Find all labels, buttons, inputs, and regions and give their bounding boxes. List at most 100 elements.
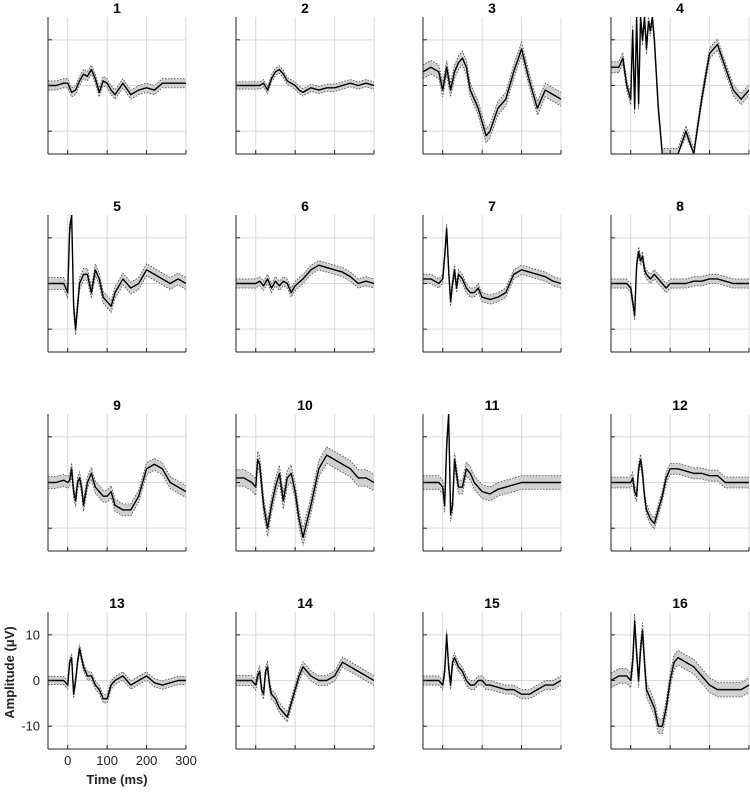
panel-plot-area: [611, 17, 749, 154]
panel-plot-area: [236, 260, 374, 299]
panel-plot-area: [236, 446, 374, 546]
panel-plot-area: [423, 40, 561, 144]
panel-title: 14: [297, 595, 313, 611]
sem-lower-edge: [611, 465, 749, 531]
panel-title: 5: [113, 198, 121, 214]
panel-plot-area: [423, 630, 561, 700]
sem-band: [236, 657, 374, 723]
panel-11: 11: [422, 397, 562, 552]
sem-upper-edge: [236, 260, 374, 290]
sem-upper-edge: [236, 656, 374, 713]
y-tick-label: 0: [33, 673, 40, 688]
mean-line: [48, 215, 186, 330]
sem-band: [48, 64, 186, 100]
panel-1: 1: [47, 0, 187, 155]
panel-title: 15: [484, 595, 500, 611]
panel-plot-area: [48, 644, 186, 704]
sem-upper-edge: [611, 454, 749, 520]
sem-lower-edge: [236, 462, 374, 546]
panel-title: 8: [676, 198, 684, 214]
sem-band: [236, 446, 374, 546]
sem-band: [236, 260, 374, 298]
panel-plot-area: [611, 246, 749, 321]
panel-title: 1: [113, 0, 121, 16]
panel-plot-area: [611, 454, 749, 531]
sem-lower-edge: [236, 72, 374, 97]
panel-16: 16: [610, 595, 750, 750]
mean-line: [611, 17, 749, 154]
panel-10: 10: [235, 397, 375, 552]
x-tick-label: 200: [136, 753, 158, 768]
panel-plot-area: [48, 215, 186, 336]
x-tick-label: 0: [64, 753, 71, 768]
panel-12: 12: [610, 397, 750, 552]
mean-line: [236, 264, 374, 294]
sem-band: [236, 65, 374, 97]
x-tick-label: 300: [175, 753, 197, 768]
panel-5: 5: [47, 198, 187, 353]
panel-title: 13: [109, 595, 125, 611]
sem-upper-edge: [48, 457, 186, 505]
sem-lower-edge: [423, 420, 561, 522]
sem-lower-edge: [48, 652, 186, 704]
panel-3: 3: [422, 0, 562, 155]
panel-13: 13 0 100 200 300 -10 0 10: [21, 595, 197, 768]
panel-plot-area: [611, 613, 749, 734]
panel-title: 11: [485, 397, 500, 413]
y-axis-label: Amplitude (μV): [2, 626, 17, 718]
sem-band: [48, 215, 186, 336]
panel-plot-area: [48, 457, 186, 517]
x-axis-label: Time (ms): [86, 772, 147, 787]
mean-line: [48, 463, 186, 511]
mean-line: [611, 458, 749, 525]
sem-upper-edge: [48, 644, 186, 696]
mean-line: [423, 634, 561, 695]
panel-plot-area: [236, 656, 374, 723]
panel-2: 2: [235, 0, 375, 155]
sem-lower-edge: [236, 269, 374, 299]
mean-line: [611, 620, 749, 727]
panel-title: 16: [672, 595, 688, 611]
mean-line: [236, 454, 374, 538]
panel-plot-area: [236, 65, 374, 97]
mean-line: [48, 647, 186, 700]
y-tick-label: 10: [26, 627, 40, 642]
mean-line: [423, 414, 561, 516]
sem-lower-edge: [48, 220, 186, 336]
panel-title: 4: [676, 0, 684, 16]
sem-lower-edge: [48, 469, 186, 517]
panel-plot-area: [48, 63, 186, 100]
panel-15: 15: [422, 595, 562, 750]
panel-title: 3: [488, 0, 496, 16]
mean-line: [611, 250, 749, 317]
panel-7: 7: [422, 198, 562, 353]
panel-title: 6: [301, 198, 309, 214]
panel-4: 4: [610, 0, 750, 155]
panel-title: 9: [113, 397, 121, 413]
panel-9: 9: [47, 397, 187, 552]
panel-title: 2: [301, 0, 309, 16]
panel-plot-area: [423, 414, 561, 522]
mean-line: [423, 227, 561, 303]
y-tick-label: -10: [21, 719, 40, 734]
sem-lower-edge: [236, 666, 374, 723]
sem-upper-edge: [236, 65, 374, 90]
sem-lower-edge: [423, 54, 561, 144]
panel-title: 12: [672, 397, 688, 413]
mean-line: [48, 68, 186, 96]
mean-line: [423, 48, 561, 137]
sem-lower-edge: [611, 256, 749, 321]
sem-band: [611, 17, 749, 154]
x-tick-label: 100: [96, 753, 118, 768]
panel-6: 6: [235, 198, 375, 353]
panel-plot-area: [423, 224, 561, 307]
panel-title: 7: [488, 198, 496, 214]
panel-title: 10: [297, 397, 313, 413]
panel-14: 14: [235, 595, 375, 750]
sem-upper-edge: [236, 446, 374, 530]
sem-band: [611, 454, 749, 530]
mean-line: [236, 68, 374, 94]
panel-8: 8: [610, 198, 750, 353]
